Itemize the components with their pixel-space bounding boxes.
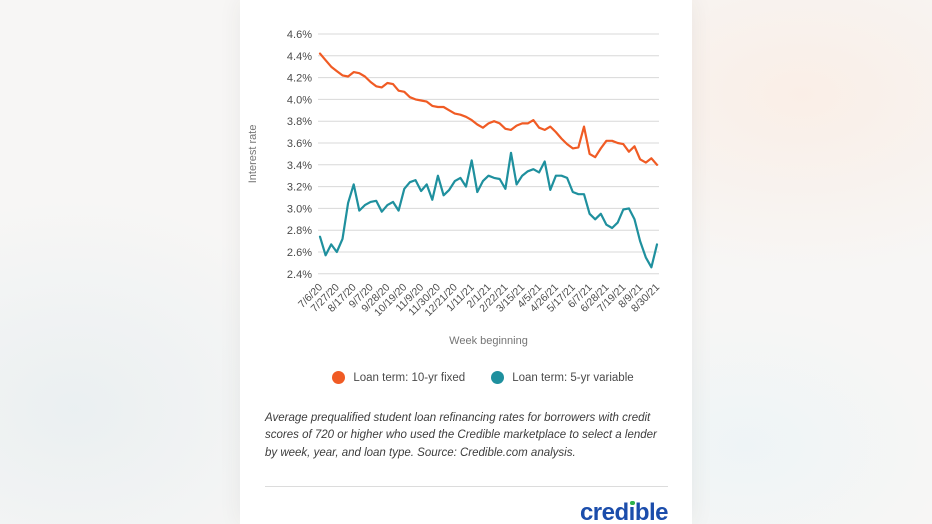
svg-text:3.0%: 3.0% [287,203,312,215]
legend-item-10yr-fixed: Loan term: 10-yr fixed [332,371,465,384]
svg-text:2.6%: 2.6% [287,247,312,259]
chart-caption: Average prequalified student loan refina… [265,412,657,459]
svg-text:2.8%: 2.8% [287,225,312,237]
svg-text:2.4%: 2.4% [287,269,312,281]
legend-dot-orange-icon [332,371,346,384]
svg-text:4.2%: 4.2% [287,73,312,85]
svg-text:3.2%: 3.2% [287,182,312,194]
svg-text:4.0%: 4.0% [287,94,312,106]
legend-label-5yr-variable: Loan term: 5-yr variable [512,371,634,384]
legend-item-5yr-variable: Loan term: 5-yr variable [491,371,634,384]
svg-text:3.4%: 3.4% [287,160,312,172]
svg-text:3.6%: 3.6% [287,138,312,150]
logo-green-dot-icon [630,500,635,506]
brand-row: credı ble [240,499,692,524]
line-chart-svg: 4.6% 4.4% 4.2% 4.0% 3.8% 3.6% 3.4% 3.2% 3.0% 2.8%… [247,29,662,347]
svg-text:4.6%: 4.6% [287,29,312,41]
svg-text:Interest rate: Interest rate [247,125,259,184]
logo-text-before-i: cred [579,498,629,524]
logo-letter-i: ı [628,498,636,524]
rates-chart: 4.6% 4.4% 4.2% 4.0% 3.8% 3.6% 3.4% 3.2% 3.0% 2.8%… [240,6,692,359]
svg-text:4.4%: 4.4% [287,51,312,63]
credible-logo: credı ble [579,498,669,524]
svg-text:3.8%: 3.8% [287,116,312,128]
logo-text-after-i: ble [634,498,669,524]
footer-divider [265,485,668,487]
legend-dot-teal-icon [491,371,505,384]
chart-legend: Loan term: 10-yr fixed Loan term: 5-yr v… [240,371,692,384]
svg-text:Week beginning: Week beginning [449,335,528,347]
chart-card: 4.6% 4.4% 4.2% 4.0% 3.8% 3.6% 3.4% 3.2% 3.0% 2.8%… [240,0,692,524]
legend-label-10yr-fixed: Loan term: 10-yr fixed [353,371,466,384]
